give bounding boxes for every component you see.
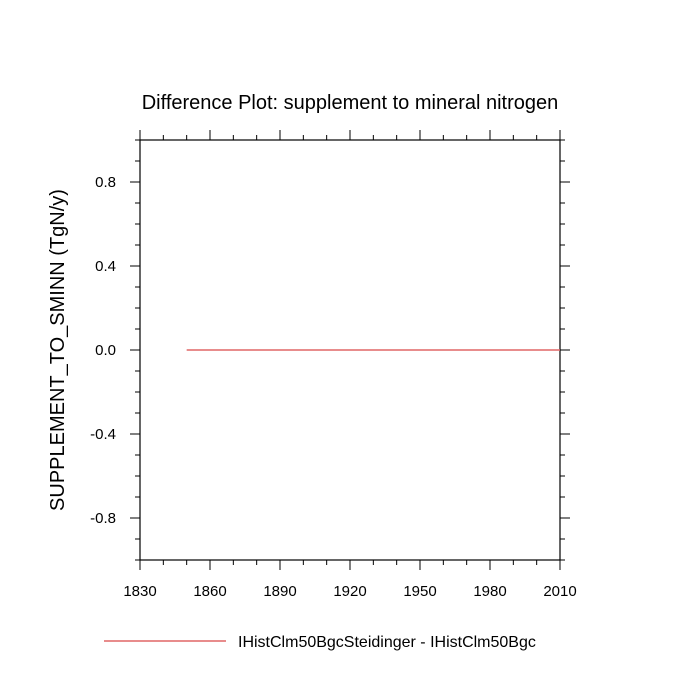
y-axis-label: SUPPLEMENT_TO_SMINN (TgN/y) xyxy=(47,189,69,511)
legend-label: IHistClm50BgcSteidinger - IHistClm50Bgc xyxy=(238,634,536,651)
x-tick-label: 2010 xyxy=(543,583,576,600)
y-tick-label: 0.8 xyxy=(95,174,116,191)
y-tick-label: 0.0 xyxy=(95,342,116,359)
x-tick-label: 1920 xyxy=(333,583,366,600)
legend: IHistClm50BgcSteidinger - IHistClm50Bgc xyxy=(104,634,536,651)
x-tick-label: 1860 xyxy=(193,583,226,600)
x-tick-label: 1950 xyxy=(403,583,436,600)
x-tick-label: 1980 xyxy=(473,583,506,600)
axis-ticks xyxy=(130,130,570,570)
chart-title: Difference Plot: supplement to mineral n… xyxy=(142,92,559,114)
tick-labels: 1830 1860 1890 1920 1950 1980 2010 -0.8 -0.4 0.0 0… xyxy=(90,174,577,600)
y-tick-label: -0.4 xyxy=(90,426,116,443)
x-tick-label: 1890 xyxy=(263,583,296,600)
y-tick-label: 0.4 xyxy=(95,258,116,275)
x-tick-label: 1830 xyxy=(123,583,156,600)
y-tick-label: -0.8 xyxy=(90,510,116,527)
